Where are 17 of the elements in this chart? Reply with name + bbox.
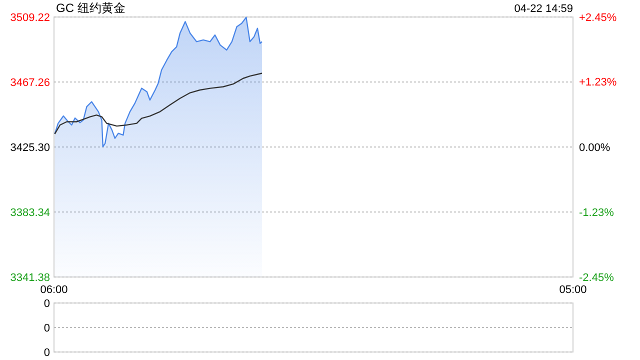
y-tick-label: 3467.26 (10, 76, 50, 89)
y2-tick-label: +1.23% (579, 76, 617, 89)
y-tick-label: 3425.30 (10, 142, 50, 154)
chart-title: GC 纽约黄金 (56, 1, 126, 15)
x-tick-label: 05:00 (559, 284, 587, 296)
y-tick-label: 3383.34 (10, 206, 50, 219)
text: 0 (44, 346, 50, 359)
y2-tick-label: 0.00% (579, 142, 610, 154)
y-tick-label: 3341.38 (10, 272, 50, 284)
text: 04-22 14:59 (514, 3, 573, 15)
text: 0 (44, 322, 50, 334)
y2-tick-label: -2.45% (579, 272, 614, 284)
y-tick-label: 3509.22 (10, 12, 50, 24)
y2-tick-label: -1.23% (579, 207, 614, 220)
y2-tick-label: +2.45% (579, 12, 617, 24)
x-tick-label: 06:00 (40, 284, 68, 296)
text: 0 (44, 298, 50, 310)
